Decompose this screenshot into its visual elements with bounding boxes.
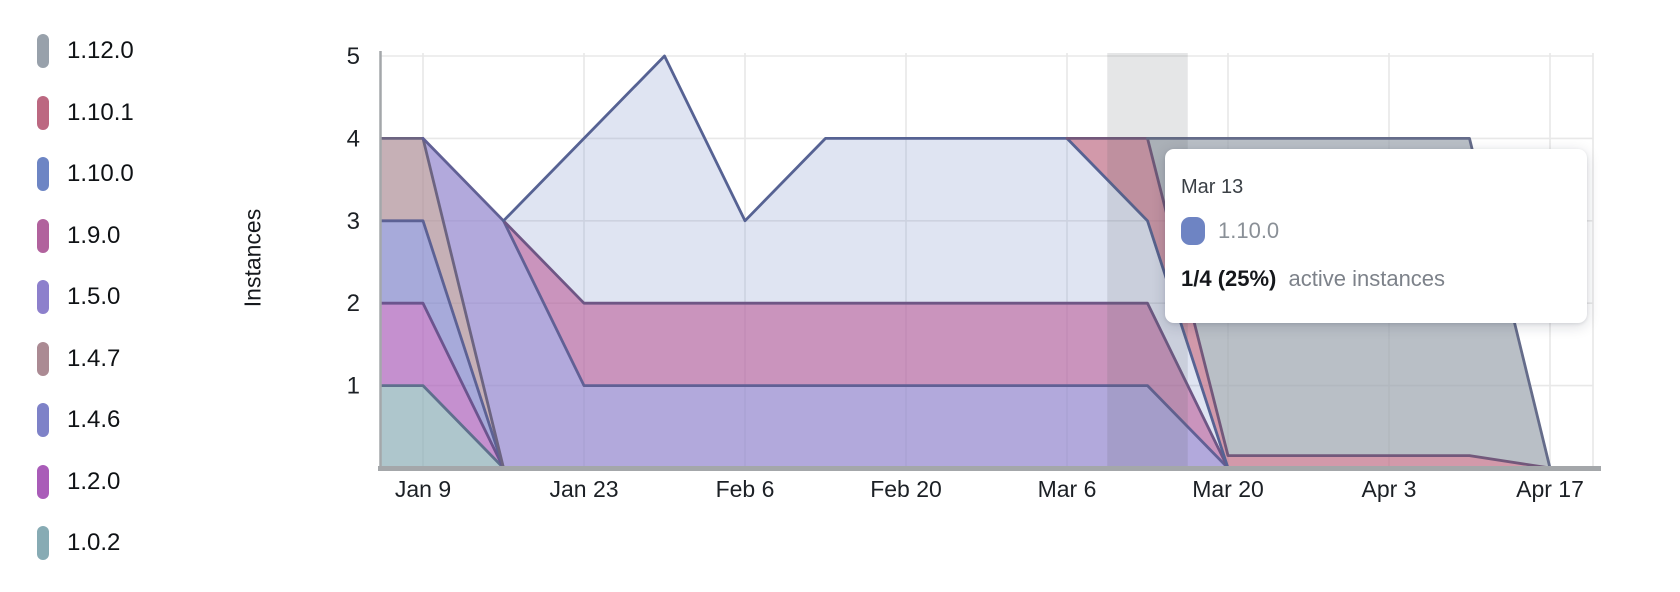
legend-item-1.9.0[interactable]: 1.9.0 [37,218,134,253]
legend-item-label: 1.4.7 [67,344,121,372]
legend-item-1.10.1[interactable]: 1.10.1 [37,95,134,130]
tooltip-series-label: 1.10.0 [1218,218,1280,243]
legend-swatch [37,341,49,376]
legend-swatch [37,95,49,130]
x-tick-label: Apr 17 [1516,476,1584,502]
legend-item-label: 1.0.2 [67,529,121,556]
x-tick-label: Mar 20 [1192,476,1264,502]
legend-item-label: 1.5.0 [67,283,121,310]
area-strokes-group [379,54,1552,470]
tooltip-value: 1/4 (25%) [1181,266,1277,291]
legend-swatch [37,218,49,253]
legend-item-1.0.2[interactable]: 1.0.2 [37,526,134,560]
x-tick-label: Apr 3 [1362,476,1417,502]
x-tick-label: Jan 23 [549,476,618,502]
y-tick-label: 2 [347,290,360,317]
legend-item-label: 1.4.6 [67,406,121,433]
area-topline-1.0.2 [379,384,505,470]
legend-swatch [37,526,49,560]
x-tick-label: Feb 6 [716,476,775,502]
tick-labels: 1 2 3 4 5 Jan 9 Jan 23 Feb 6 Feb 20 Mar 6 Mar 20 Ap… [347,43,1584,502]
legend-swatch [37,403,49,437]
tooltip-value-suffix: active instances [1288,266,1446,291]
area-topline-1.5.0 [421,137,1230,470]
y-tick-label: 1 [347,373,360,400]
legend-swatch [37,34,49,68]
legend-item-label: 1.10.1 [67,98,134,126]
legend-swatch [37,280,49,314]
y-tick-label: 5 [347,43,360,70]
tooltip-series-swatch [1181,217,1205,245]
area-topline-1.4.6 [379,219,505,470]
legend-item-1.2.0[interactable]: 1.2.0 [37,464,134,499]
area-topline-1.2.0 [379,301,505,470]
legend-item-1.10.0[interactable]: 1.10.0 [37,157,134,191]
y-tick-label: 4 [347,125,360,152]
x-tick-label: Mar 6 [1038,476,1097,502]
x-tick-label: Feb 20 [870,476,942,502]
area-series-1.10.0[interactable] [381,56,1550,468]
area-topline-1.10.0 [502,54,1230,470]
legend-item-1.12.0[interactable]: 1.12.0 [37,34,134,68]
tooltip-series-row: 1.10.0 [1181,217,1563,245]
legend-swatch [37,157,49,191]
chart-legend: 1.12.0 1.10.1 1.10.0 1.9.0 1.5.0 1.4.7 1.4.6 1.… [37,34,134,560]
chart-tooltip: Mar 13 1.10.0 1/4 (25%) active instances [1165,149,1587,323]
legend-swatch [37,464,49,499]
legend-item-label: 1.9.0 [67,221,121,249]
area-topline-1.9.0 [502,219,1230,470]
tooltip-value-line: 1/4 (25%) active instances [1181,266,1563,292]
legend-item-1.4.6[interactable]: 1.4.6 [37,403,134,437]
x-tick-label: Jan 9 [395,476,451,502]
legend-item-1.5.0[interactable]: 1.5.0 [37,280,134,314]
legend-item-label: 1.2.0 [67,467,121,495]
legend-item-1.4.7[interactable]: 1.4.7 [37,341,134,376]
legend-item-label: 1.10.0 [67,160,134,187]
y-tick-label: 3 [347,208,360,235]
tooltip-date: Mar 13 [1181,176,1244,198]
legend-item-label: 1.12.0 [67,37,134,64]
